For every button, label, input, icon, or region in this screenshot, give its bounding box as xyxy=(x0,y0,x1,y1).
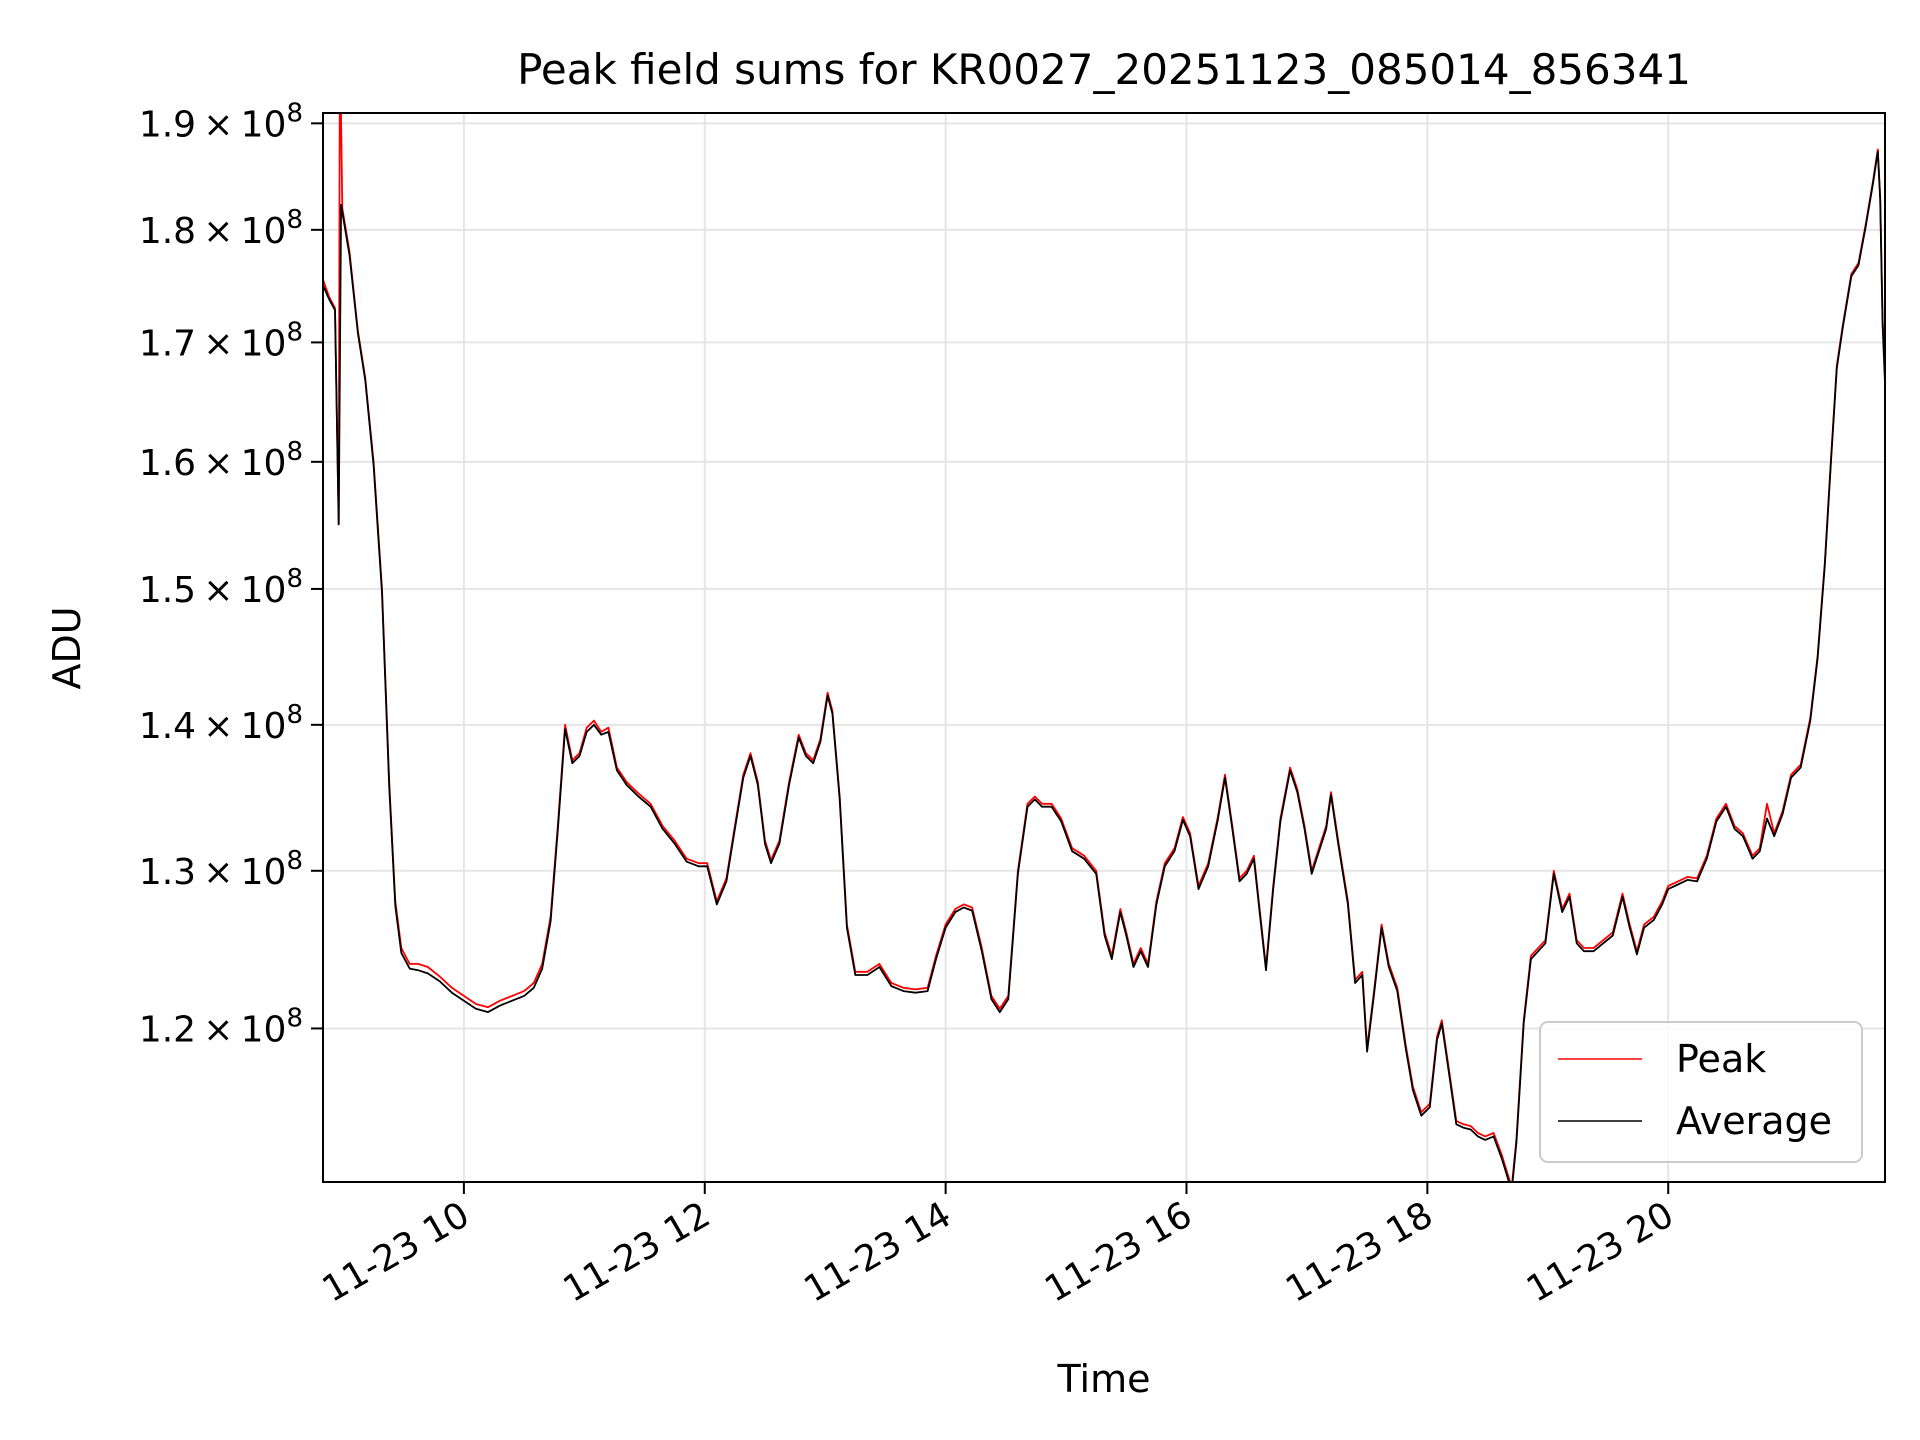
y-tick-mantissa: 1.4 xyxy=(139,706,196,747)
y-tick-mantissa: 1.2 xyxy=(139,1009,196,1050)
y-tick-exponent: 8 xyxy=(286,205,303,235)
y-tick-base: 10 xyxy=(241,323,287,364)
y-tick-base: 10 xyxy=(241,104,287,145)
series-average-line xyxy=(323,150,1885,1182)
y-tick-base: 10 xyxy=(241,570,287,611)
grid xyxy=(323,113,1885,1182)
y-tick-exponent: 8 xyxy=(286,437,303,467)
y-tick-label: 1.9 × 108 xyxy=(139,98,303,145)
y-tick-label: 1.5 × 108 xyxy=(139,564,303,611)
y-tick-label: 1.7 × 108 xyxy=(139,317,303,364)
y-tick-mantissa: 1.7 xyxy=(139,323,196,364)
y-tick-mantissa: 1.6 xyxy=(139,443,196,484)
y-tick-times: × xyxy=(196,570,241,611)
y-tick-base: 10 xyxy=(241,443,287,484)
plot-frame xyxy=(322,112,1886,1183)
y-tick-times: × xyxy=(196,323,241,364)
y-tick-mantissa: 1.8 xyxy=(139,211,196,252)
legend-average-label: Average xyxy=(1676,1099,1832,1143)
series-group xyxy=(323,113,1885,1182)
y-tick-times: × xyxy=(196,1009,241,1050)
y-axis-label: ADU xyxy=(45,606,89,689)
y-tick-base: 10 xyxy=(241,706,287,747)
y-tick-times: × xyxy=(196,443,241,484)
y-tick-times: × xyxy=(196,706,241,747)
y-tick-mantissa: 1.9 xyxy=(139,104,196,145)
chart-title: Peak field sums for KR0027_20251123_0850… xyxy=(517,45,1691,94)
y-tick-exponent: 8 xyxy=(286,98,303,128)
series-layer xyxy=(323,113,1885,1182)
y-tick-base: 10 xyxy=(241,211,287,252)
y-tick-mantissa: 1.5 xyxy=(139,570,196,611)
y-tick-times: × xyxy=(196,852,241,893)
y-tick-exponent: 8 xyxy=(286,317,303,347)
y-tick-base: 10 xyxy=(241,1009,287,1050)
y-tick-exponent: 8 xyxy=(286,1003,303,1033)
y-tick-times: × xyxy=(196,211,241,252)
y-tick-exponent: 8 xyxy=(286,564,303,594)
y-tick-label: 1.8 × 108 xyxy=(139,205,303,252)
y-tick-label: 1.4 × 108 xyxy=(139,700,303,747)
x-axis-label: Time xyxy=(1057,1357,1151,1401)
y-tick-label: 1.3 × 108 xyxy=(139,846,303,893)
legend: Peak Average xyxy=(1539,1021,1863,1163)
y-tick-label: 1.2 × 108 xyxy=(139,1003,303,1050)
y-tick-label: 1.6 × 108 xyxy=(139,437,303,484)
y-tick-mantissa: 1.3 xyxy=(139,852,196,893)
y-tick-times: × xyxy=(196,104,241,145)
y-tick-base: 10 xyxy=(241,852,287,893)
legend-box xyxy=(1539,1021,1863,1163)
y-tick-exponent: 8 xyxy=(286,846,303,876)
legend-peak-label: Peak xyxy=(1676,1037,1766,1081)
y-tick-exponent: 8 xyxy=(286,700,303,730)
